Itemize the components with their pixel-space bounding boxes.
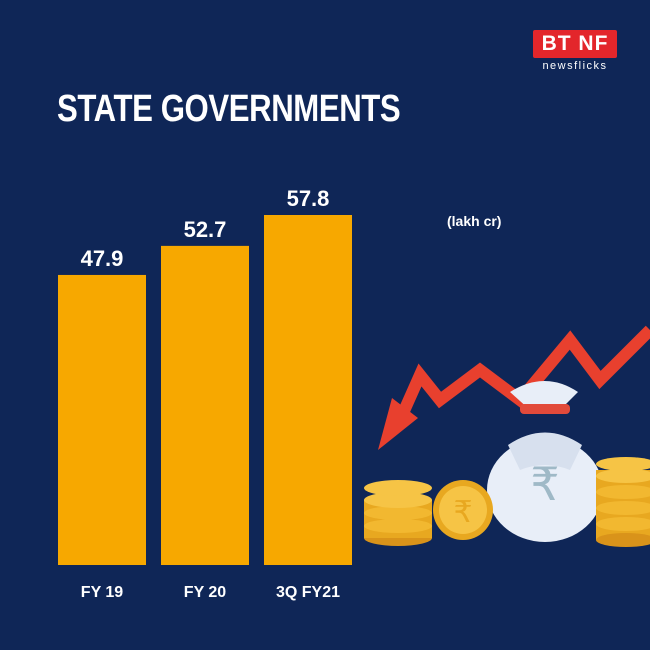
- money-bag-icon: ₹: [487, 381, 603, 542]
- rupee-icon: ₹: [530, 457, 559, 511]
- coin-stack-icon: [596, 457, 650, 547]
- bar-1: [161, 245, 249, 565]
- bar-value-label: 52.7: [184, 217, 227, 242]
- bar-value-label: 57.8: [287, 186, 330, 211]
- brand-subtitle: newsflicks: [542, 60, 608, 72]
- bars-group: 47.9 FY 19 52.7 FY 20 57.8 3Q FY21: [58, 186, 352, 601]
- brand-logo: BT NF newsflicks: [533, 30, 617, 74]
- finance-illustration: ₹ ₹: [364, 325, 650, 547]
- bar-2: [264, 215, 352, 565]
- bar-0: [58, 274, 146, 565]
- category-label: FY 20: [184, 584, 227, 601]
- brand-badge-text: BT NF: [541, 32, 609, 55]
- category-label: FY 19: [81, 584, 124, 601]
- category-label: 3Q FY21: [276, 584, 340, 601]
- coin-stack-icon: [364, 480, 432, 546]
- bar-value-label: 47.9: [81, 246, 124, 271]
- brand-badge: BT NF: [533, 30, 617, 58]
- unit-label: (lakh cr): [447, 213, 502, 229]
- rupee-coin-icon: ₹: [433, 480, 493, 540]
- rising-arrow-icon: [378, 325, 650, 450]
- rupee-coin-symbol: ₹: [453, 495, 472, 530]
- chart-title: STATE GOVERNMENTS: [57, 88, 401, 130]
